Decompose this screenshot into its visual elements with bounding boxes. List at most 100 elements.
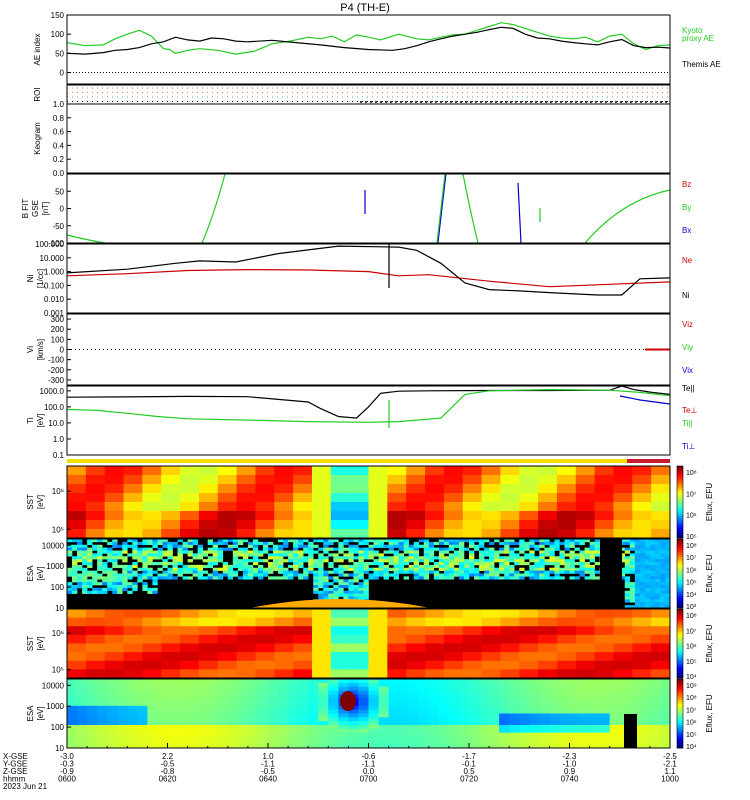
- esa-ion-cell: [82, 570, 88, 574]
- esa-ion-cell: [539, 541, 545, 546]
- esa-ion-cell: [338, 593, 344, 597]
- esa-elec-cell: [398, 690, 410, 695]
- esa-elec-cell: [227, 682, 239, 688]
- sst_ion-cell: [443, 520, 464, 530]
- esa-ion-cell: [102, 587, 108, 592]
- sst_elec-cell: [387, 643, 407, 653]
- sst_ion-cell: [123, 484, 143, 494]
- esa-ion-cell: [634, 562, 641, 566]
- esa-ion-cell: [383, 564, 389, 569]
- sst_ion-cell: [311, 484, 332, 494]
- esa-elec-cell: [278, 721, 289, 726]
- esa-elec-cell: [479, 686, 490, 691]
- esa-ion-cell: [147, 550, 153, 554]
- esa-ion-cell: [428, 556, 435, 560]
- esa-elec-cell: [559, 679, 570, 684]
- keogram-ytick-label: 0.0: [53, 169, 65, 178]
- ae-ytick-label: 100: [51, 30, 65, 39]
- esa-elec-cell: [378, 740, 390, 745]
- esa_elec-colorbar-frame: [676, 678, 684, 749]
- sst_elec-cell: [311, 634, 332, 644]
- esa-ion-cell: [348, 582, 354, 586]
- sst_elec-cell: [368, 669, 388, 679]
- sst_ion-cell: [556, 520, 577, 530]
- esa-ion-cell: [649, 593, 656, 597]
- esa-ion-cell: [388, 556, 394, 560]
- sst_ion-cell: [330, 529, 351, 539]
- esa-ion-cell: [373, 539, 379, 543]
- sst_elec-cell: [462, 643, 483, 653]
- esa-ion-cell: [594, 550, 600, 554]
- esa-elec-cell: [187, 728, 199, 734]
- sst_elec-cell: [594, 652, 614, 662]
- esa-ion-cell: [654, 564, 661, 569]
- esa-ion-cell: [644, 582, 651, 586]
- sst_elec-cell: [123, 634, 143, 644]
- sst_ion-cell: [236, 475, 256, 485]
- esa-elec-cell: [298, 694, 309, 699]
- esa-ion-cell: [534, 567, 540, 571]
- esa-elec-cell: [257, 736, 269, 741]
- esa_elec-colorbar-cell: [677, 734, 683, 737]
- esa-elec-cell: [398, 740, 410, 745]
- esa-ion-cell: [519, 573, 525, 577]
- esa-elec-cell: [147, 686, 158, 691]
- esa-ion-cell: [197, 570, 203, 574]
- esa-ion-cell: [268, 547, 274, 551]
- sst_elec-cell: [198, 609, 219, 619]
- sst_elec-cell: [104, 617, 125, 627]
- sst_elec-cell: [161, 660, 181, 670]
- esa-ion-cell: [634, 605, 641, 609]
- esa-elec-cell: [127, 732, 138, 737]
- esa-elec-cell: [489, 709, 500, 714]
- esa-elec-cell: [127, 740, 138, 745]
- esa-ion-cell: [428, 570, 435, 574]
- esa-elec-cell: [479, 679, 490, 684]
- esa-ion-cell: [664, 582, 671, 586]
- sst_ion-colorbar-cell: [677, 475, 683, 479]
- esa-ion-cell: [408, 547, 415, 551]
- esa-ion-cell: [77, 541, 83, 546]
- esa-elec-cell: [107, 698, 118, 703]
- sst_ion-cell: [443, 529, 464, 539]
- sst_elec-cell: [236, 626, 256, 636]
- esa-ion-cell: [433, 576, 440, 580]
- esa-elec-cell: [87, 705, 98, 711]
- esa-ion-cell: [413, 541, 420, 546]
- esa-ion-cell: [398, 553, 404, 557]
- density-frame: [66, 243, 671, 314]
- esa-ion-cell: [584, 570, 590, 574]
- esa-elec-cell: [649, 694, 661, 699]
- esa_ion-colorbar-cell: [677, 566, 683, 570]
- esa-ion-cell: [303, 547, 309, 551]
- sst_elec-cell: [104, 609, 125, 619]
- sst_ion-cell: [311, 502, 332, 512]
- esa-elec-cell: [308, 694, 319, 699]
- esa-elec-cell: [489, 732, 500, 737]
- x-axis-value: 0700: [360, 775, 378, 784]
- esa-ion-cell: [519, 541, 525, 546]
- sst_ion-cell: [594, 493, 614, 503]
- esa-elec-cell: [117, 679, 128, 684]
- esa-elec-cell: [469, 690, 480, 695]
- esa-elec-cell: [398, 682, 410, 688]
- sst_elec-cell: [104, 634, 125, 644]
- esa-ion-cell: [177, 553, 183, 557]
- esa-ion-cell: [644, 596, 651, 600]
- esa-elec-cell: [358, 744, 369, 749]
- esa-ion-cell: [509, 573, 515, 577]
- esa-elec-cell: [217, 702, 229, 707]
- esa-elec-cell: [599, 740, 611, 745]
- esa-ion-cell: [102, 550, 108, 554]
- esa-ion-cell: [448, 559, 455, 563]
- esa-ion-cell: [333, 567, 339, 571]
- esa-elec-cell: [308, 690, 319, 695]
- esa-elec-cell: [177, 736, 189, 741]
- esa-ion-cell: [639, 602, 646, 606]
- esa-ion-cell: [453, 573, 460, 577]
- sst_elec-cell: [274, 626, 294, 636]
- esa-elec-cell: [559, 740, 570, 745]
- esa-elec-cell: [629, 682, 641, 688]
- esa-ion-cell: [157, 547, 163, 551]
- esa-ion-cell: [112, 553, 118, 557]
